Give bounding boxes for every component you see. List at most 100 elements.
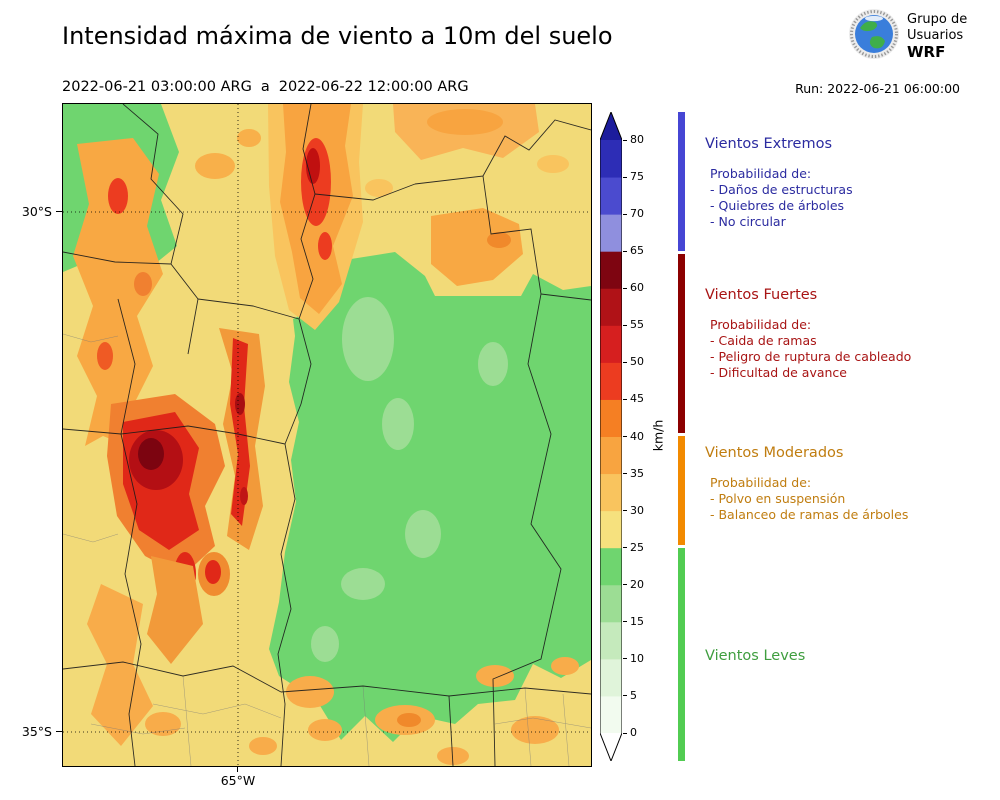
colorbar-segment: [600, 140, 622, 178]
y-axis-label-30s: 30°S: [21, 204, 52, 219]
colorbar-tick-mark: [623, 695, 627, 697]
wind-intensity-field: [63, 104, 591, 765]
colorbar-tick-mark: [623, 510, 627, 512]
colorbar-tick-label: 20: [630, 577, 644, 591]
colorbar-tick-mark: [623, 176, 627, 178]
colorbar-tick-label: 40: [630, 429, 644, 443]
colorbar-segment: [600, 251, 622, 289]
category-title: Vientos Extremos: [705, 136, 833, 152]
colorbar-segment: [600, 621, 622, 660]
category-line: - Peligro de ruptura de cableado: [710, 349, 912, 364]
colorbar-tick-mark: [623, 361, 627, 363]
colorbar-ticks: 0 5 10 15 20 25 30 35 40 45 50 55 60 65 70 75 80: [623, 133, 657, 739]
colorbar-tick-mark: [623, 658, 627, 660]
colorbar-tick-label: 65: [630, 244, 644, 258]
colorbar-tick-mark: [623, 436, 627, 437]
category-moderados: Vientos Moderados Probabilidad de: - Pol…: [705, 445, 995, 523]
category-line: - Polvo en suspensión: [710, 491, 846, 506]
map-area: [62, 103, 592, 767]
colorbar-segment: [600, 399, 622, 437]
colorbar-tick-label: 25: [630, 540, 644, 554]
colorbar-tick-mark: [623, 287, 627, 289]
category-line: - Quiebres de árboles: [710, 198, 845, 213]
category-fuertes: Vientos Fuertes Probabilidad de: - Caida…: [705, 287, 995, 381]
category-line: Probabilidad de:: [710, 317, 812, 332]
colorbar-tick-mark: [623, 250, 627, 252]
colorbar-tick-mark: [623, 621, 627, 623]
colorbar-tick-mark: [623, 584, 627, 586]
colorbar-segment: [600, 658, 622, 697]
y-tick-mark-35s: [56, 731, 62, 732]
colorbar-segment: [600, 362, 622, 400]
colorbar-tick-label: 60: [630, 281, 644, 295]
logo-line-3: WRF: [907, 43, 946, 61]
colorbar-tick-label: 30: [630, 503, 644, 517]
colorbar-over-arrow: [600, 112, 622, 140]
y-axis-label-35s: 35°S: [21, 724, 52, 739]
colorbar-tick-label: 35: [630, 466, 644, 480]
category-extremos: Vientos Extremos Probabilidad de: - Daño…: [705, 136, 995, 230]
colorbar-segment: [600, 214, 622, 252]
colorbar-tick-mark: [623, 547, 627, 549]
colorbar-tick-mark: [623, 473, 627, 475]
category-line: - Balanceo de ramas de árboles: [710, 507, 909, 522]
colorbar-under-arrow: [600, 733, 622, 761]
colorbar-tick-mark: [623, 398, 627, 400]
category-leves: Vientos Leves: [705, 648, 995, 678]
province-borders: [63, 104, 591, 766]
category-line: - Caida de ramas: [710, 333, 817, 348]
colorbar-tick-label: 0: [630, 726, 637, 739]
colorbar-segment: [600, 510, 622, 549]
category-bar-leves: [678, 548, 685, 761]
run-label: Run: 2022-06-21 06:00:00: [795, 81, 960, 96]
category-bar-extremos: [678, 112, 685, 251]
wrf-logo: Grupo de Usuarios WRF: [848, 8, 967, 60]
colorbar-tick-label: 75: [630, 170, 644, 184]
colorbar-tick-label: 45: [630, 392, 644, 406]
colorbar-tick-label: 50: [630, 355, 644, 369]
logo-text: Grupo de Usuarios WRF: [907, 8, 967, 60]
valid-period: 2022-06-21 03:00:00 ARG a 2022-06-22 12:00…: [62, 79, 469, 95]
logo-line-2: Usuarios: [907, 28, 964, 43]
colorbar-tick-mark: [623, 139, 627, 141]
category-lines: Probabilidad de: - Caida de ramas - Peli…: [705, 317, 995, 381]
wind-map-svg: [63, 104, 591, 766]
colorbar-unit-label: km/h: [650, 419, 666, 452]
period-start: 2022-06-21 03:00:00 ARG: [62, 79, 252, 95]
colorbar-segment: [600, 177, 622, 215]
category-line: - Dificultad de avance: [710, 365, 847, 380]
colorbar-tick-label: 80: [630, 133, 644, 146]
period-separator: a: [260, 79, 270, 95]
category-line: Probabilidad de:: [710, 475, 812, 490]
colorbar-tick-label: 10: [630, 651, 644, 665]
category-title: Vientos Leves: [705, 648, 806, 664]
globe-icon: [849, 9, 899, 59]
x-tick-mark-65w: [237, 767, 238, 772]
colorbar-tick-label: 70: [630, 207, 644, 221]
colorbar-segment: [600, 473, 622, 512]
y-tick-mark-30s: [56, 211, 62, 212]
colorbar-segment: [600, 584, 622, 623]
colorbar-segment: [600, 288, 622, 326]
colorbar-tick-mark: [623, 324, 627, 326]
colorbar-tick-label: 15: [630, 614, 644, 628]
category-line: - No circular: [710, 214, 786, 229]
colorbar-segment: [600, 436, 622, 475]
colorbar-tick-label: 5: [630, 688, 637, 702]
category-lines: Probabilidad de: - Daños de estructuras …: [705, 166, 995, 230]
category-lines: Probabilidad de: - Polvo en suspensión -…: [705, 475, 995, 523]
category-line: - Daños de estructuras: [710, 182, 853, 197]
colorbar-tick-mark: [623, 732, 627, 734]
period-end: 2022-06-22 12:00:00 ARG: [278, 79, 469, 95]
department-borders: [63, 333, 591, 766]
colorbar-segment: [600, 547, 622, 586]
colorbar-segment: [600, 325, 622, 363]
page-title: Intensidad máxima de viento a 10m del su…: [62, 22, 613, 50]
category-title: Vientos Fuertes: [705, 287, 818, 303]
category-title: Vientos Moderados: [705, 445, 844, 461]
colorbar-segment: [600, 695, 622, 734]
colorbar-tick-label: 55: [630, 318, 644, 332]
logo-line-1: Grupo de: [907, 12, 968, 27]
x-axis-label-65w: 65°W: [220, 773, 256, 788]
